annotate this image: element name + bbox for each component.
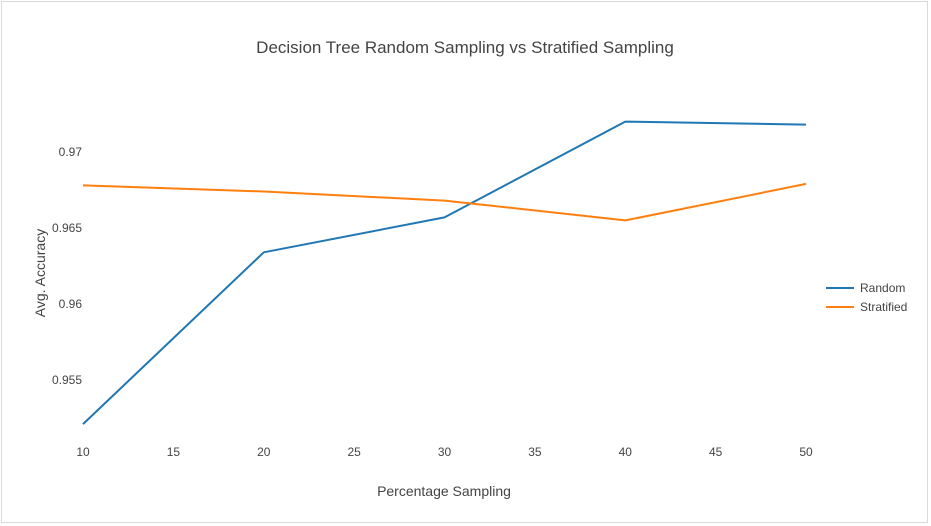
legend-label-stratified[interactable]: Stratified [860, 300, 907, 314]
x-tick-label: 15 [167, 445, 181, 459]
x-tick-label: 20 [257, 445, 271, 459]
x-tick-label: 10 [76, 445, 90, 459]
chart-title: Decision Tree Random Sampling vs Stratif… [256, 38, 674, 57]
series-line-random [82, 120, 807, 425]
y-axis-ticks: 0.955 0.96 0.965 0.97 [52, 145, 82, 387]
x-tick-label: 35 [528, 445, 542, 459]
x-axis-ticks: 10 15 20 25 30 35 40 45 50 [76, 445, 813, 459]
legend-label-random[interactable]: Random [860, 281, 905, 295]
y-tick-label: 0.96 [59, 297, 83, 311]
y-tick-label: 0.97 [59, 145, 83, 159]
x-tick-label: 25 [347, 445, 361, 459]
x-axis-title: Percentage Sampling [377, 483, 511, 499]
x-tick-label: 40 [619, 445, 633, 459]
x-tick-label: 45 [709, 445, 723, 459]
y-axis-title: Avg. Accuracy [32, 229, 48, 317]
x-tick-label: 30 [438, 445, 452, 459]
legend[interactable]: Random Stratified [826, 281, 907, 314]
series-line-stratified [82, 182, 807, 222]
series-layer [82, 120, 807, 425]
y-tick-label: 0.965 [52, 221, 82, 235]
y-tick-label: 0.955 [52, 373, 82, 387]
x-tick-label: 50 [799, 445, 813, 459]
